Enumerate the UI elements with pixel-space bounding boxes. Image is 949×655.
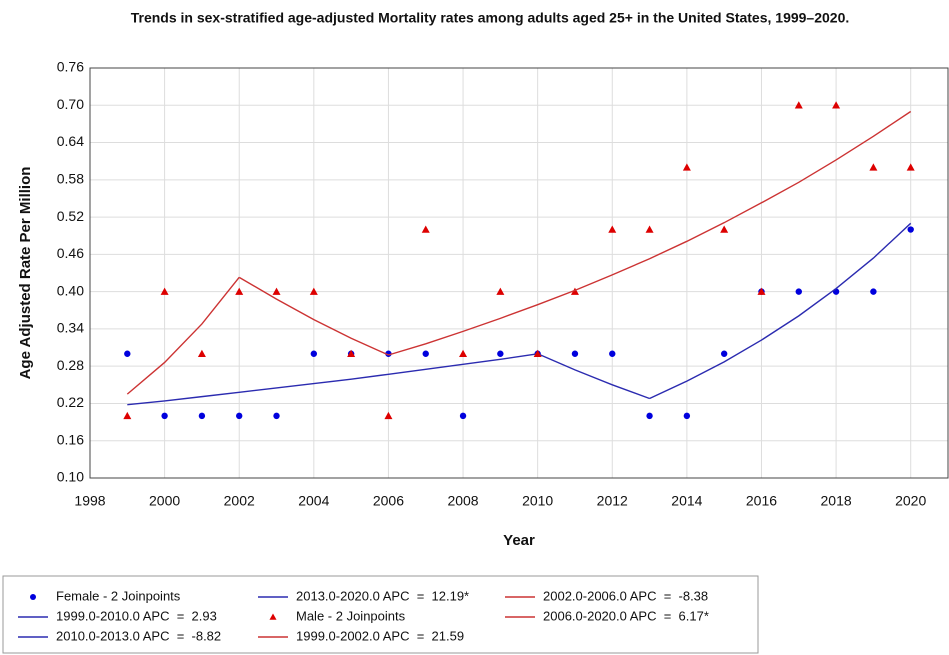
legend-box [2, 575, 759, 654]
x-tick-label: 2008 [447, 493, 478, 509]
x-tick-label: 1998 [74, 493, 105, 509]
legend-label: 2010.0-2013.0 APC = -8.82 [56, 628, 221, 643]
legend-label: 2002.0-2006.0 APC = -8.38 [543, 588, 708, 603]
data-point [609, 350, 616, 357]
data-point [869, 163, 878, 171]
data-point [795, 288, 802, 295]
data-point [272, 287, 281, 295]
legend-label: Male - 2 Joinpoints [296, 608, 406, 623]
y-tick-label: 0.64 [57, 133, 84, 149]
data-point [870, 288, 877, 295]
data-point [385, 350, 392, 357]
data-point [421, 225, 430, 233]
data-point [497, 350, 504, 357]
x-tick-label: 2004 [298, 493, 329, 509]
y-tick-label: 0.70 [57, 96, 84, 112]
x-tick-label: 2000 [149, 493, 180, 509]
legend-swatch [269, 613, 277, 620]
fit-line [126, 276, 240, 395]
fit-line [238, 276, 389, 356]
data-point [310, 350, 318, 357]
y-tick-label: 0.52 [57, 208, 84, 224]
chart-title: Trends in sex-stratified age-adjusted Mo… [131, 10, 850, 26]
legend-label: Female - 2 Joinpoints [56, 588, 181, 603]
data-point [608, 225, 617, 233]
data-point [384, 411, 393, 420]
fit-line [388, 110, 912, 356]
data-point [161, 412, 168, 420]
fit-line [649, 222, 912, 400]
data-point [235, 287, 244, 295]
data-point [757, 287, 766, 295]
data-point [273, 412, 280, 420]
legend-label: 1999.0-2010.0 APC = 2.93 [56, 608, 217, 623]
y-axis-label: Age Adjusted Rate Per Million [17, 167, 34, 380]
x-tick-label: 2016 [746, 493, 777, 509]
data-point [124, 350, 131, 357]
data-point [832, 101, 841, 109]
x-tick-label: 2006 [373, 493, 404, 509]
data-point [160, 287, 169, 295]
x-axis-label: Year [503, 532, 535, 549]
data-point [459, 412, 467, 420]
fit-line [537, 353, 650, 400]
y-tick-label: 0.76 [57, 59, 84, 75]
x-tick-label: 2010 [522, 493, 553, 509]
data-point [459, 349, 468, 357]
data-point [533, 349, 542, 357]
y-tick-label: 0.34 [57, 320, 84, 336]
legend-label: 2013.0-2020.0 APC = 12.19* [296, 588, 469, 603]
x-tick-label: 2002 [224, 493, 255, 509]
data-point [645, 225, 654, 233]
data-point [197, 349, 206, 357]
x-tick-label: 2018 [821, 493, 852, 509]
data-point [571, 350, 579, 357]
data-point [646, 412, 653, 420]
data-point [907, 226, 914, 233]
data-point [123, 411, 132, 420]
y-tick-label: 0.46 [57, 245, 84, 261]
data-point [347, 349, 356, 357]
data-point [198, 412, 206, 420]
data-point [720, 350, 728, 357]
y-tick-label: 0.58 [57, 171, 84, 187]
data-point [720, 225, 729, 233]
x-tick-label: 2012 [597, 493, 628, 509]
x-tick-label: 2014 [671, 493, 702, 509]
data-point [906, 163, 915, 171]
data-point [794, 101, 803, 109]
data-point [236, 412, 243, 420]
legend-label: 2006.0-2020.0 APC = 6.17* [543, 608, 709, 623]
data-point [422, 350, 429, 357]
legend-swatch [30, 594, 36, 600]
data-point [309, 287, 318, 295]
data-point [496, 287, 505, 295]
y-tick-label: 0.22 [57, 394, 84, 410]
data-point [570, 287, 579, 295]
legend-label: 1999.0-2002.0 APC = 21.59 [296, 628, 464, 643]
y-tick-label: 0.10 [57, 469, 84, 485]
fit-line [127, 353, 538, 406]
y-tick-label: 0.40 [57, 282, 84, 298]
y-tick-label: 0.28 [57, 357, 84, 373]
plot-frame [89, 67, 949, 479]
y-tick-label: 0.16 [57, 431, 84, 447]
data-point [683, 412, 691, 420]
x-tick-label: 2020 [895, 493, 926, 509]
data-point [682, 163, 691, 171]
